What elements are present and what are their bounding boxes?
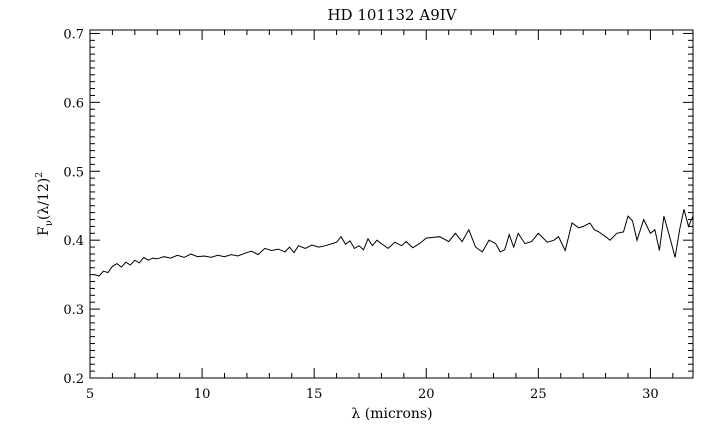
y-label-sub: ν [44, 220, 55, 226]
x-tick-label: 5 [86, 387, 94, 402]
y-label-sup: 2 [35, 172, 45, 178]
tick-labels: 5 10 15 20 25 30 0.2 0.3 0.4 0.5 0.6 0.7 [63, 27, 658, 402]
y-tick-label: 0.4 [63, 234, 84, 249]
x-tick-label: 20 [418, 387, 435, 402]
y-axis-label: Fν(λ/12)2 [35, 172, 55, 236]
y-label-main: F [36, 226, 52, 236]
x-tick-label: 25 [530, 387, 547, 402]
chart-title: HD 101132 A9IV [327, 6, 457, 24]
y-tick-label: 0.6 [63, 96, 84, 111]
axis-ticks [89, 30, 693, 379]
y-label-rest: (λ/12) [36, 178, 52, 220]
y-tick-label: 0.5 [63, 165, 84, 180]
y-tick-label: 0.3 [63, 303, 84, 318]
x-axis-label: λ (microns) [351, 406, 432, 422]
y-tick-label: 0.7 [63, 27, 84, 42]
x-tick-label: 10 [194, 387, 211, 402]
y-tick-label: 0.2 [63, 372, 84, 387]
x-tick-label: 30 [642, 387, 659, 402]
x-tick-label: 15 [306, 387, 323, 402]
plot-frame [89, 29, 694, 379]
spectrum-line [94, 209, 694, 277]
